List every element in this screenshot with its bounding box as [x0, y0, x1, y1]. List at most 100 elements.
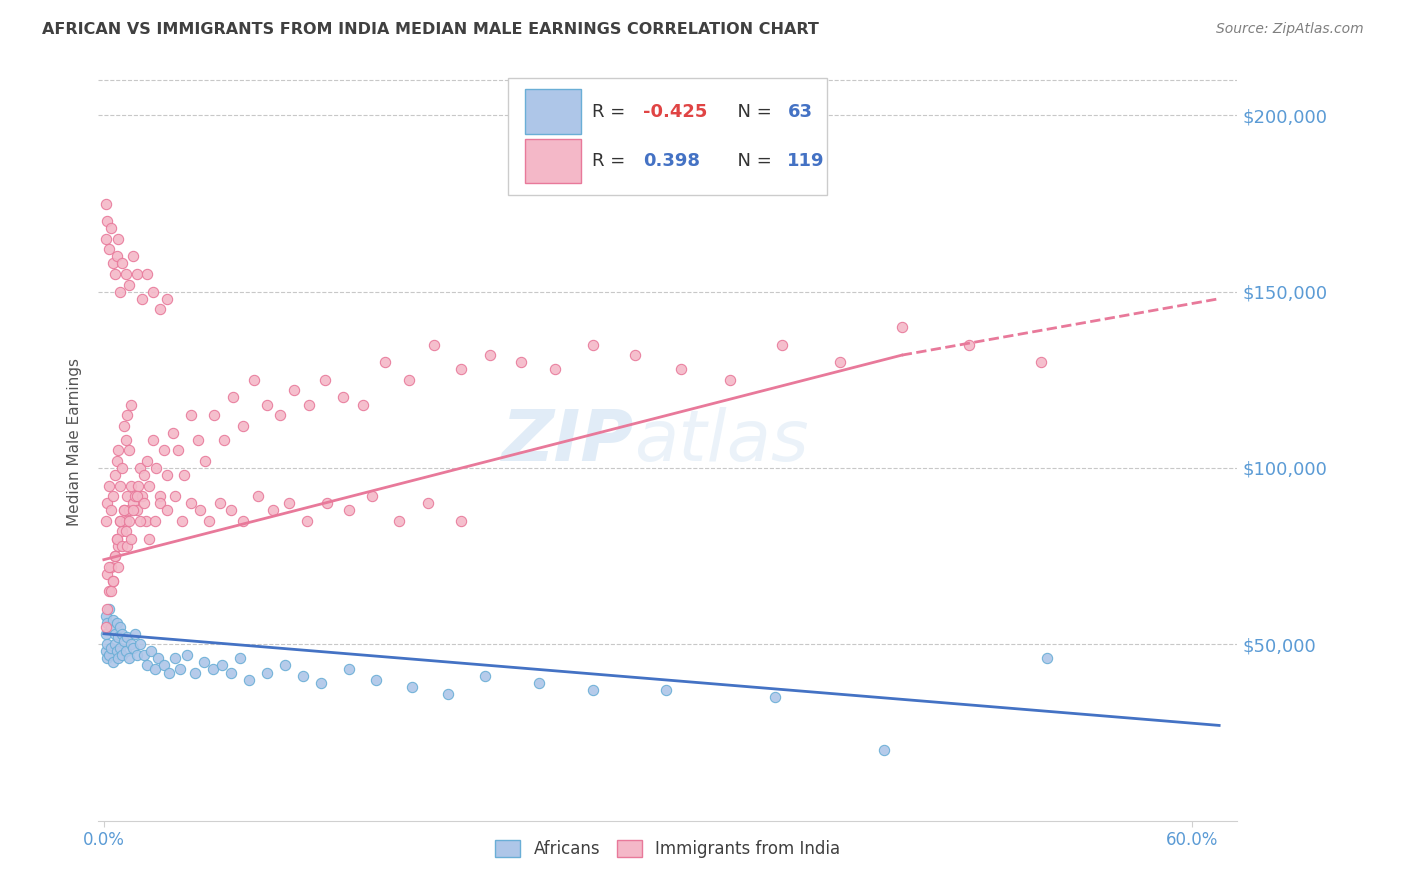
Point: [111, 256, 134, 270]
Point: [232, 514, 254, 528]
Point: [188, 503, 211, 517]
Point: [114, 514, 136, 528]
Point: [830, 355, 852, 369]
Point: [100, 503, 122, 517]
Text: ZIP: ZIP: [502, 407, 634, 476]
Point: [582, 337, 605, 351]
Point: [890, 320, 912, 334]
Point: [221, 391, 243, 405]
Point: [129, 514, 152, 528]
Point: [180, 408, 202, 422]
Point: [114, 267, 136, 281]
Point: [311, 676, 333, 690]
Point: [669, 362, 692, 376]
Point: [198, 514, 221, 528]
Point: [163, 489, 186, 503]
Point: [361, 489, 384, 503]
Point: [94, 514, 117, 528]
Point: [94, 644, 117, 658]
Point: [256, 665, 278, 680]
Point: [118, 503, 141, 517]
Point: [100, 584, 122, 599]
Point: [112, 418, 135, 433]
FancyBboxPatch shape: [526, 89, 581, 134]
Point: [120, 637, 142, 651]
Point: [374, 355, 396, 369]
Point: [1036, 651, 1059, 665]
Point: [401, 680, 423, 694]
Point: [145, 461, 167, 475]
Point: [162, 425, 184, 440]
Point: [114, 644, 136, 658]
Point: [143, 514, 166, 528]
FancyBboxPatch shape: [526, 138, 581, 184]
Point: [219, 665, 242, 680]
Point: [101, 574, 124, 588]
Point: [194, 454, 217, 468]
Point: [101, 655, 124, 669]
Point: [136, 658, 159, 673]
Point: [163, 651, 186, 665]
Point: [105, 644, 128, 658]
Point: [510, 355, 533, 369]
Point: [101, 256, 124, 270]
Point: [112, 503, 135, 517]
Point: [872, 743, 894, 757]
Point: [136, 267, 159, 281]
Point: [105, 249, 128, 263]
Point: [479, 348, 502, 362]
Point: [107, 443, 129, 458]
Point: [201, 662, 224, 676]
Point: [718, 373, 741, 387]
Point: [118, 277, 141, 292]
Point: [138, 478, 160, 492]
Point: [96, 616, 118, 631]
Point: [111, 626, 134, 640]
Point: [98, 602, 121, 616]
Point: [423, 337, 446, 351]
Point: [100, 620, 122, 634]
Point: [125, 503, 148, 517]
Point: [169, 662, 191, 676]
Point: [316, 496, 339, 510]
Point: [94, 609, 117, 624]
Point: [437, 687, 460, 701]
Text: atlas: atlas: [634, 407, 808, 476]
Point: [114, 524, 136, 539]
Point: [337, 662, 360, 676]
Point: [98, 584, 121, 599]
Point: [173, 468, 195, 483]
Point: [129, 637, 152, 651]
Point: [105, 454, 128, 468]
Point: [139, 644, 162, 658]
Point: [170, 514, 193, 528]
Point: [101, 613, 124, 627]
Point: [96, 637, 118, 651]
Point: [100, 559, 122, 574]
Point: [125, 267, 148, 281]
Point: [112, 633, 135, 648]
Point: [176, 648, 198, 662]
Point: [655, 683, 678, 698]
Point: [238, 673, 260, 687]
Point: [152, 443, 174, 458]
Point: [148, 651, 170, 665]
Point: [96, 566, 118, 581]
FancyBboxPatch shape: [509, 78, 827, 195]
Point: [211, 658, 233, 673]
Point: [135, 514, 157, 528]
Point: [124, 489, 146, 503]
Point: [624, 348, 647, 362]
Point: [156, 292, 179, 306]
Point: [117, 630, 139, 644]
Point: [131, 489, 153, 503]
Point: [131, 292, 153, 306]
Point: [156, 468, 179, 483]
Point: [229, 651, 252, 665]
Text: 119: 119: [787, 152, 825, 170]
Point: [770, 337, 793, 351]
Point: [295, 514, 318, 528]
Point: [107, 651, 129, 665]
Point: [187, 433, 209, 447]
Point: [111, 648, 134, 662]
